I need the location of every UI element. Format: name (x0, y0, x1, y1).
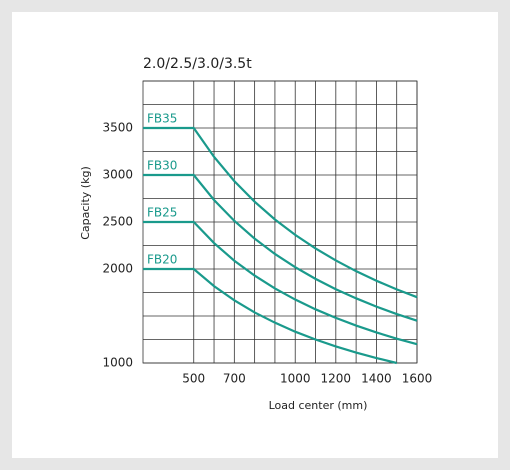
series-label-bg (146, 159, 178, 173)
x-tick-label: 1600 (402, 372, 433, 386)
series-label: FB30 (147, 159, 177, 173)
series-label: FB25 (147, 206, 177, 220)
series-label: FB20 (147, 253, 177, 267)
x-tick-label: 1000 (280, 372, 311, 386)
series-line (143, 267, 397, 365)
y-tick-label: 3000 (102, 168, 133, 182)
x-axis-label: Load center (mm) (269, 399, 368, 412)
x-tick-label: 500 (182, 372, 205, 386)
series-label: FB35 (147, 112, 177, 126)
x-tick-label: 700 (223, 372, 246, 386)
y-tick-label: 1000 (102, 356, 133, 370)
series-label-bg (146, 112, 178, 126)
series-label-bg (146, 253, 178, 267)
series-line (143, 126, 418, 299)
y-axis-label: Capacity (kg) (79, 166, 92, 240)
x-tick-label: 1200 (321, 372, 352, 386)
series-line (143, 220, 418, 346)
series-line (143, 173, 418, 322)
x-tick-label: 1400 (361, 372, 392, 386)
chart-title: 2.0/2.5/3.0/3.5t (143, 56, 252, 72)
y-tick-label: 2500 (102, 215, 133, 229)
y-tick-label: 2000 (102, 262, 133, 276)
series-label-bg (146, 206, 178, 220)
y-tick-label: 3500 (102, 121, 133, 135)
